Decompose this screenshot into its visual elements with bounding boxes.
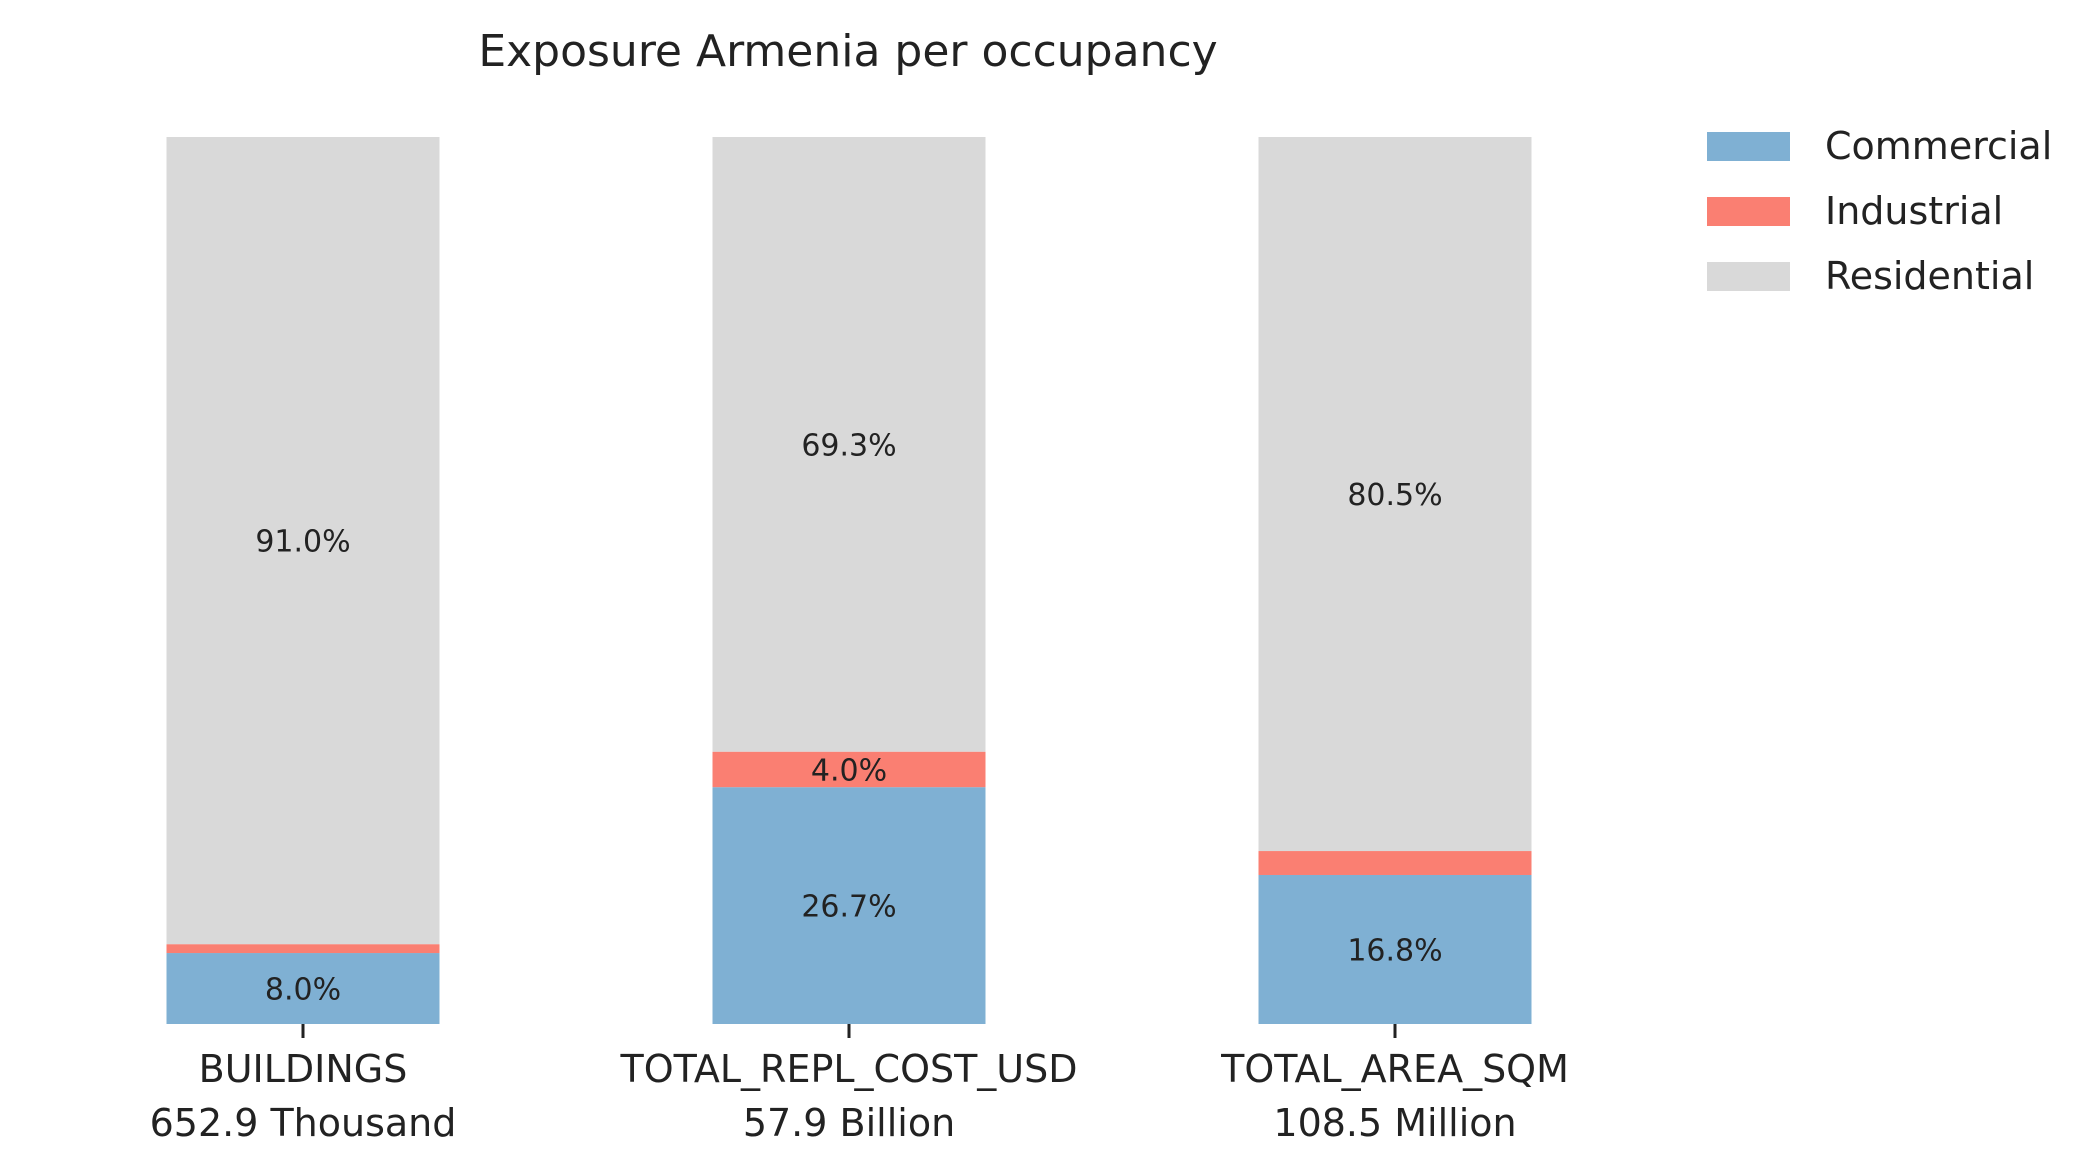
- legend-swatch-commercial: [1707, 132, 1790, 161]
- legend-swatch-industrial: [1707, 197, 1790, 226]
- x-axis: BUILDINGS 652.9 Thousand TOTAL_REPL_COST_U…: [150, 1024, 1569, 1145]
- x-tick-label-3: TOTAL_AREA_SQM: [1220, 1047, 1569, 1091]
- bar-residential-1: [166, 137, 440, 945]
- data-label-residential-1: 91.0%: [255, 525, 350, 560]
- bar-residential-2: [712, 137, 986, 752]
- legend-label-industrial: Industrial: [1825, 189, 2003, 233]
- x-tick-label-2: TOTAL_REPL_COST_USD: [619, 1047, 1077, 1091]
- bar-industrial-1: [166, 944, 440, 954]
- data-label-residential-3: 80.5%: [1347, 478, 1442, 513]
- x-total-label-2: 57.9 Billion: [743, 1101, 955, 1145]
- data-label-residential-2: 69.3%: [801, 428, 896, 463]
- data-label-commercial-1: 8.0%: [265, 973, 341, 1008]
- x-total-label-3: 108.5 Million: [1273, 1101, 1516, 1145]
- data-label-commercial-2: 26.7%: [801, 890, 896, 925]
- legend-swatch-residential: [1707, 262, 1790, 291]
- bar-industrial-3: [1258, 851, 1532, 875]
- bar-commercial-1: [166, 953, 440, 1024]
- legend: Commercial Industrial Residential: [1707, 124, 2052, 298]
- bar-industrial-2: [712, 751, 986, 788]
- x-tick-label-1: BUILDINGS: [199, 1047, 408, 1091]
- bars-group: [166, 137, 1532, 1024]
- legend-label-residential: Residential: [1825, 254, 2034, 298]
- legend-label-commercial: Commercial: [1825, 124, 2052, 168]
- bar-commercial-3: [1258, 874, 1532, 1024]
- data-labels-group: 8.0% 91.0% 26.7% 4.0% 69.3% 16.8% 80.5%: [255, 428, 1442, 1007]
- data-label-commercial-3: 16.8%: [1347, 933, 1442, 968]
- bar-commercial-2: [712, 787, 986, 1024]
- bar-residential-3: [1258, 137, 1532, 852]
- x-total-label-1: 652.9 Thousand: [150, 1101, 457, 1145]
- chart-title: Exposure Armenia per occupancy: [478, 26, 1217, 77]
- data-label-industrial-2: 4.0%: [811, 753, 887, 788]
